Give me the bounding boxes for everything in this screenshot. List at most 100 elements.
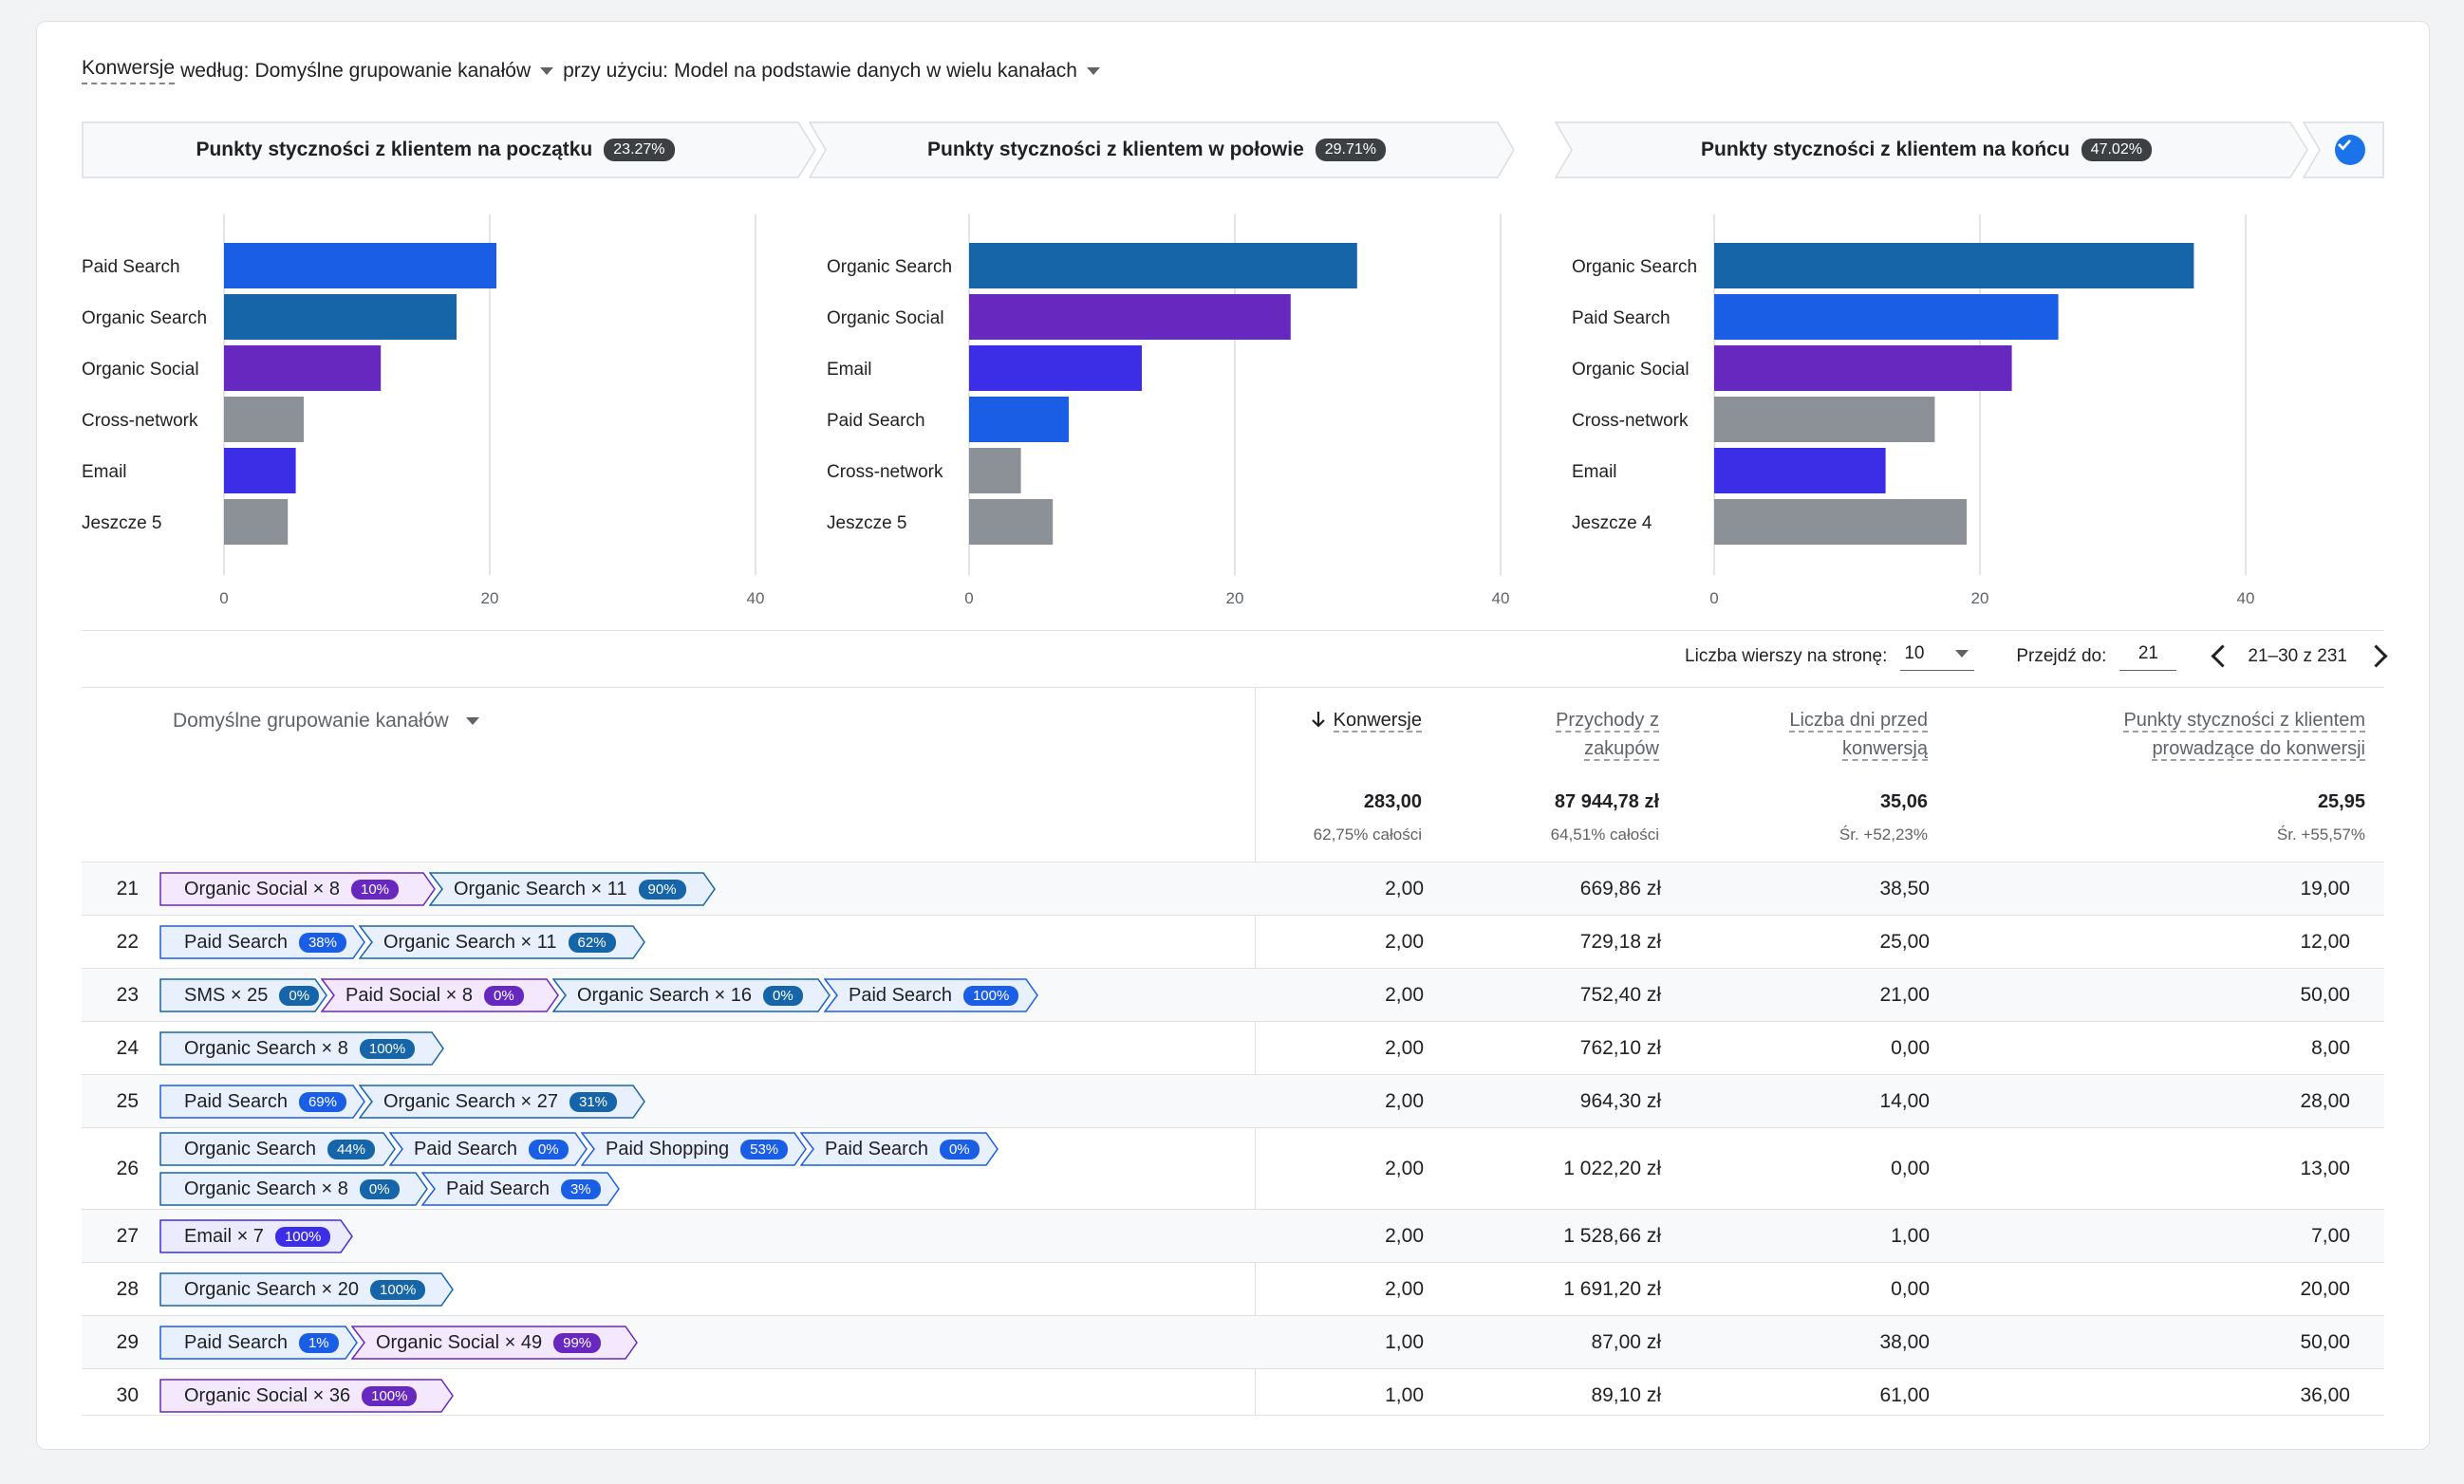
chip-percent-badge: 31% [569,1091,618,1112]
chip-percent-badge: 44% [327,1139,375,1159]
column-header-conversions[interactable]: Konwersje [1311,706,1422,734]
bar[interactable] [224,294,457,340]
bar[interactable] [1714,294,2059,340]
row-number: 21 [116,878,139,900]
bar[interactable] [969,397,1069,442]
path-chip[interactable]: Paid Search 3% [421,1172,621,1206]
touchpoints-cell: 28,00 [2300,1090,2350,1112]
chevron-left-icon[interactable] [2211,644,2234,668]
table-row[interactable]: 24 2,00 762,10 zł 0,00 8,00 Organic Search × … [82,1021,2384,1074]
total-revenue-share: 64,51% całości [1550,825,1659,844]
column-header-touchpoints[interactable]: Punkty styczności z klientem prowadzące … [2123,706,2365,763]
path-chip[interactable]: Paid Search 38% [159,925,366,959]
stage-late[interactable]: Punkty styczności z klientem na końcu 47.… [1555,121,2309,178]
days-cell: 14,00 [1879,1090,1930,1112]
chevron-down-icon[interactable] [1086,66,1100,75]
table-row[interactable]: 30 1,00 89,10 zł 61,00 36,00 Organic Social ×… [82,1368,2384,1421]
chevron-right-icon[interactable] [2364,644,2388,668]
row-number: 24 [116,1037,139,1059]
path-chip[interactable]: Organic Social × 36 100% [159,1379,455,1413]
table-row[interactable]: 21 2,00 669,86 zł 38,50 19,00 Organic Social … [82,862,2384,915]
path-chip[interactable]: Paid Social × 8 0% [321,978,560,1012]
by-label: według: [180,59,250,82]
bar[interactable] [224,243,496,288]
column-header-days-to-conversion[interactable]: Liczba dni przed konwersją [1789,706,1928,763]
chip-label: Paid Search [184,1090,288,1112]
path-chip[interactable]: Organic Search × 11 90% [429,872,717,906]
metric-label[interactable]: Konwersje [82,57,176,84]
bar[interactable] [1714,243,2194,288]
bar-chart-svg: 0 20 40 Organic Search Paid Search Organic So… [1572,214,2254,607]
page-range: 21–30 z 231 [2248,645,2347,666]
rows-per-page-label: Liczba wierszy na stronę: [1685,645,1888,666]
table-row[interactable]: 25 2,00 964,30 zł 14,00 28,00 Paid Search 69% O… [82,1074,2384,1127]
bar-category-label: Email [827,360,872,380]
bar[interactable] [969,448,1021,493]
stage-middle[interactable]: Punkty styczności z klientem w połowie 29… [809,121,1516,178]
stage-all[interactable] [2303,121,2384,178]
chip-percent-badge: 0% [483,985,524,1006]
chip-label: Organic Search × 11 [454,878,627,900]
path-chip[interactable]: Paid Search 1% [159,1326,359,1360]
revenue-cell: 1 022,20 zł [1563,1158,1661,1179]
bar[interactable] [224,448,296,493]
bar[interactable] [1714,499,1967,545]
bar-category-label: Jeszcze 4 [1572,513,1652,533]
touchpoints-cell: 13,00 [2300,1158,2350,1179]
conversions-cell: 1,00 [1385,1331,1424,1353]
path-chip[interactable]: Paid Shopping 53% [581,1132,808,1166]
dimension-dropdown[interactable]: Domyślne grupowanie kanałów [254,59,532,82]
bar[interactable] [1714,397,1935,442]
days-cell: 0,00 [1891,1158,1930,1179]
path-chip[interactable]: Email × 7 100% [159,1219,354,1253]
bar-category-label: Paid Search [1572,308,1671,328]
bar[interactable] [969,345,1142,391]
model-dropdown[interactable]: Model na podstawie danych w wielu kanała… [674,59,1077,82]
path-chip[interactable]: Organic Search × 11 62% [359,925,646,959]
rows-per-page-select[interactable]: 10 [1900,641,1975,671]
conversions-cell: 2,00 [1385,931,1424,953]
table-row[interactable]: 26 2,00 1 022,20 zł 0,00 13,00 Organic Search… [82,1127,2384,1209]
path-chip[interactable]: Organic Search × 27 31% [359,1085,646,1119]
path-chip[interactable]: Organic Search × 20 100% [159,1272,455,1307]
table-row[interactable]: 29 1,00 87,00 zł 38,00 50,00 Paid Search 1% Org… [82,1315,2384,1368]
path-chip[interactable]: Paid Search 0% [800,1132,999,1166]
bar[interactable] [1714,345,2012,391]
bar[interactable] [1714,448,1886,493]
path-chip[interactable]: Organic Search × 16 0% [552,978,831,1012]
bar-chart-early: 0 20 40 Paid Search Organic Search Organic So… [82,211,784,609]
path-chip[interactable]: Paid Search 0% [389,1132,588,1166]
rows-per-page-value: 10 [1904,643,1925,663]
stage-early[interactable]: Punkty styczności z klientem na początku… [82,121,817,178]
goto-input[interactable]: 21 [2119,641,2177,671]
chevron-down-icon[interactable] [540,66,554,75]
path-chip[interactable]: Organic Search 44% [159,1132,397,1166]
path-chip[interactable]: Organic Search × 8 0% [159,1172,429,1206]
bar[interactable] [224,397,304,442]
bar[interactable] [224,345,382,391]
bar-category-label: Cross-network [1572,411,1689,431]
chip-label: Organic Social × 8 [184,878,340,900]
table-row[interactable]: 22 2,00 729,18 zł 25,00 12,00 Paid Search 38% O… [82,915,2384,968]
chip-label: Organic Social × 36 [184,1384,351,1406]
bar[interactable] [969,243,1357,288]
path-chip[interactable]: Organic Social × 8 10% [159,872,437,906]
x-tick-label: 0 [219,589,228,607]
table-row[interactable]: 28 2,00 1 691,20 zł 0,00 20,00 Organic Search… [82,1262,2384,1315]
bar[interactable] [224,499,289,545]
table-row[interactable]: 27 2,00 1 528,66 zł 1,00 7,00 Email × 7 100% [82,1209,2384,1262]
dimension-column-header[interactable]: Domyślne grupowanie kanałów [173,710,483,733]
path-chip[interactable]: Paid Search 100% [824,978,1039,1012]
bar-category-label: Cross-network [827,462,943,482]
path-chip[interactable]: Paid Search 69% [159,1085,366,1119]
bar[interactable] [969,294,1291,340]
bar-category-label: Organic Search [1572,257,1697,277]
path-chip[interactable]: SMS × 25 0% [159,978,328,1012]
path-chip[interactable]: Organic Search × 8 100% [159,1031,445,1066]
column-header-revenue[interactable]: Przychody z zakupów [1556,706,1659,763]
table-row[interactable]: 23 2,00 752,40 zł 21,00 50,00 SMS × 25 0% Paid … [82,968,2384,1021]
path-chip[interactable]: Organic Social × 49 99% [351,1326,639,1360]
total-revenue: 87 944,78 zł [1554,791,1659,812]
chip-percent-badge: 62% [568,932,616,953]
bar[interactable] [969,499,1054,545]
